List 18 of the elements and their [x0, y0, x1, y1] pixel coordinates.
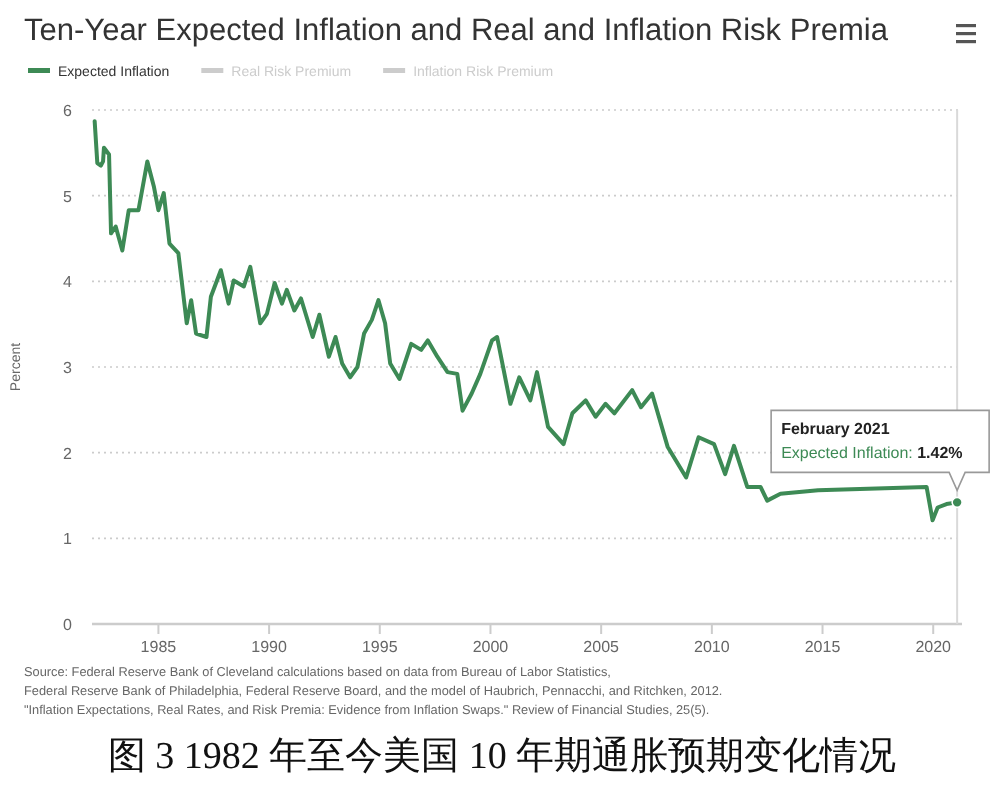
x-tick-label: 2000 [472, 638, 510, 656]
y-tick-label: 0 [63, 616, 74, 634]
x-tick-label: 1985 [140, 638, 178, 656]
x-tick-label: 2010 [694, 638, 731, 656]
caption: 图 3 1982 年至今美国 10 年期通胀预期变化情况 [107, 734, 897, 778]
y-tick-label: 1 [63, 530, 74, 549]
y-tick-label: 4 [63, 273, 74, 292]
y-tick-label: 2 [63, 444, 74, 463]
x-tick-label: 2005 [583, 638, 621, 656]
x-tick-label: 2020 [915, 638, 953, 656]
y-tick-label: 6 [63, 102, 74, 120]
annotation: February 2021 Expected Inflation: 1.42% [781, 420, 963, 463]
chart-title: Ten-Year Expected Inflation and Real and Inflation Risk Premia [24, 14, 889, 48]
y-tick-label: 5 [63, 187, 74, 206]
x-tick-label: 1990 [251, 638, 288, 656]
x-tick-label: 1995 [361, 638, 399, 656]
x-tick-label: 2015 [804, 638, 842, 656]
y-tick-label: 3 [63, 359, 74, 377]
